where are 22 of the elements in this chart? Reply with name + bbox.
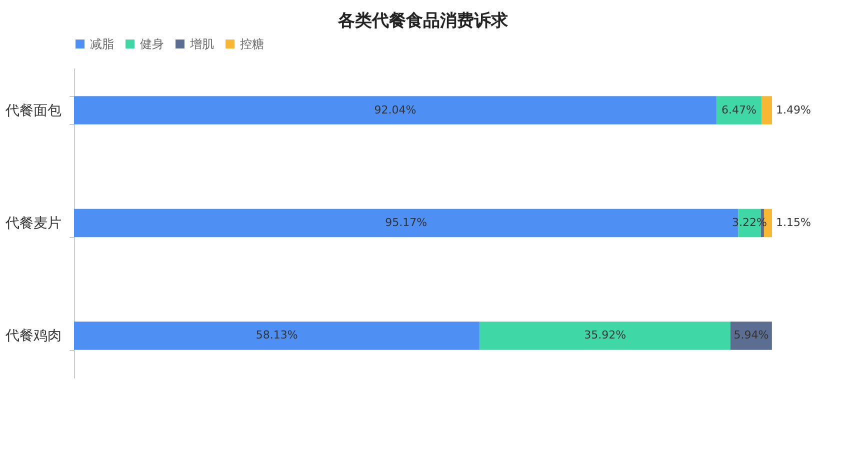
data-label: 35.92% [584, 328, 626, 342]
bar [762, 96, 772, 124]
data-label: 95.17% [385, 216, 428, 229]
legend-label: 减脂 [90, 37, 114, 51]
y-tick-label: 代餐麦片 [4, 216, 62, 232]
legend-label: 健身 [140, 37, 164, 51]
y-tick-label: 代餐鸡肉 [4, 328, 62, 344]
legend-label: 增肌 [189, 37, 214, 51]
bar [716, 96, 762, 124]
bar [480, 322, 730, 350]
data-label: 92.04% [374, 103, 416, 116]
bar [730, 322, 772, 350]
data-label: 58.13% [256, 328, 298, 342]
legend-label: 控糖 [240, 37, 264, 51]
data-label: 6.47% [722, 103, 756, 116]
chart-title: 各类代餐食品消费诉求 [337, 11, 509, 31]
data-label: 1.49% [776, 103, 811, 116]
data-label: 5.94% [734, 328, 769, 342]
data-label: 1.15% [776, 216, 811, 229]
bar [74, 322, 480, 350]
y-tick-label: 代餐面包 [4, 102, 62, 119]
bar [74, 96, 716, 124]
